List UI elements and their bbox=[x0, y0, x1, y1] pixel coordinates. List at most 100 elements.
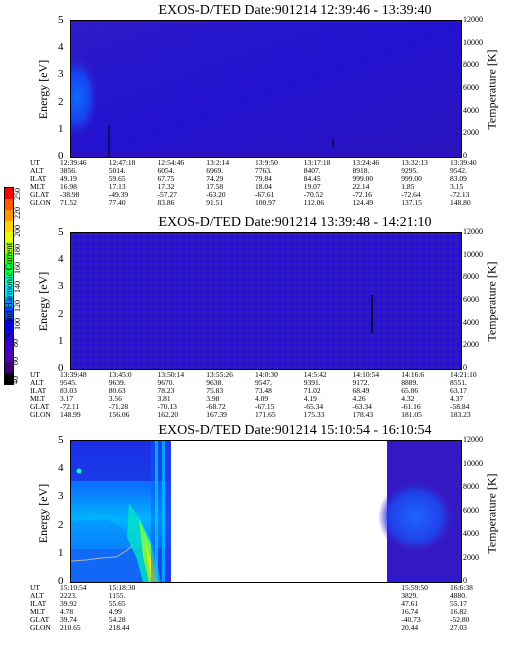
y2-tick-label: 8000 bbox=[463, 60, 479, 70]
ephemeris-cell: 171.65 bbox=[255, 410, 276, 419]
ephemeris-cell: 2223. bbox=[60, 591, 77, 600]
ephemeris-cell: -68.72 bbox=[206, 402, 226, 411]
ephemeris-cell: 3.81 bbox=[157, 394, 171, 403]
ephemeris-row-label: GLAT bbox=[30, 190, 50, 199]
y2-tick-label: 6000 bbox=[463, 295, 479, 304]
spectrogram-plot bbox=[70, 232, 462, 370]
ephemeris-cell: 167.39 bbox=[206, 410, 227, 419]
spectrogram-plot bbox=[70, 20, 462, 158]
colorbar-segment bbox=[5, 188, 13, 199]
y2-tick-label: 2000 bbox=[463, 552, 479, 562]
ephemeris-cell: 16.98 bbox=[60, 182, 77, 191]
ephemeris-cell: 75.83 bbox=[206, 386, 224, 395]
y2-tick-label: 10000 bbox=[463, 249, 483, 259]
ephemeris-cell: -70.13 bbox=[157, 402, 177, 411]
y-tick-label: 2 bbox=[58, 95, 64, 108]
y2-tick-label: 8000 bbox=[463, 272, 479, 282]
ephemeris-cell: 175.33 bbox=[303, 410, 325, 419]
ephemeris-cell: 3.15 bbox=[450, 182, 464, 191]
ephemeris-cell: 148.99 bbox=[60, 410, 81, 419]
ephemeris-cell: -40.73 bbox=[401, 615, 421, 624]
ephemeris-cell: 148.80 bbox=[450, 198, 471, 207]
ephemeris-cell: 1.85 bbox=[401, 182, 415, 191]
ephemeris-row-label: GLAT bbox=[30, 615, 50, 624]
ephemeris-cell: 55.17 bbox=[450, 599, 467, 608]
ephemeris-cell: 13:2:14 bbox=[206, 158, 230, 167]
ephemeris-cell: 12:39:46 bbox=[60, 158, 87, 167]
ephemeris-cell: 4.32 bbox=[401, 394, 415, 403]
ephemeris-cell: 65.86 bbox=[401, 386, 419, 395]
y-tick-label: 2 bbox=[58, 307, 64, 320]
colorbar-segment bbox=[5, 209, 13, 221]
ephemeris-cell: 39.74 bbox=[60, 615, 77, 624]
y2-tick-label: 4000 bbox=[463, 317, 479, 327]
ephemeris-cell: 4.78 bbox=[60, 607, 74, 616]
ephemeris-cell: 162.20 bbox=[157, 410, 179, 419]
ephemeris-cell: 13:24:46 bbox=[352, 158, 380, 167]
y2-tick-label: 12000 bbox=[463, 15, 483, 24]
ephemeris-cell: 71.52 bbox=[60, 198, 77, 207]
ephemeris-cell: 13:45:0 bbox=[108, 370, 132, 379]
ephemeris-cell: 13:17:18 bbox=[303, 158, 331, 167]
panel-title: EXOS-D/TED Date:901214 13:39:48 - 14:21:… bbox=[158, 215, 432, 230]
ephemeris-cell: 71.02 bbox=[303, 386, 321, 395]
ephemeris-cell: 156.06 bbox=[108, 410, 130, 419]
ephemeris-cell: 77.40 bbox=[108, 198, 126, 207]
ephemeris-row-label: UT bbox=[30, 583, 40, 592]
ephemeris-cell: 63.17 bbox=[450, 386, 467, 395]
ephemeris-row-label: GLON bbox=[30, 198, 51, 207]
y-axis-label: Energy [eV] bbox=[36, 483, 51, 544]
ephemeris-row-label: MLT bbox=[30, 182, 46, 191]
colorbar-segment bbox=[5, 329, 13, 341]
ephemeris-cell: 19.07 bbox=[303, 182, 321, 191]
ephemeris-cell: 12:47:18 bbox=[108, 158, 136, 167]
y-axis-label: Energy [eV] bbox=[36, 271, 51, 332]
panel-3: EXOS-D/TED Date:901214 15:10:54 - 16:10:… bbox=[0, 424, 505, 649]
ephemeris-cell: 17.13 bbox=[108, 182, 126, 191]
y2-axis-label: Temperature [K] bbox=[484, 49, 499, 130]
ephemeris-cell: 9639. bbox=[108, 378, 126, 387]
spectrogram-image bbox=[71, 233, 461, 369]
ephemeris-cell: 13:39:48 bbox=[60, 370, 87, 379]
ephemeris-cell: 9638. bbox=[206, 378, 224, 387]
ephemeris-cell: 6054. bbox=[157, 166, 175, 175]
ephemeris-cell: 9545. bbox=[60, 378, 77, 387]
y2-tick-label: 10000 bbox=[463, 458, 483, 468]
ephemeris-row-label: GLON bbox=[30, 623, 51, 632]
y2-tick-label: 2000 bbox=[463, 340, 479, 350]
ephemeris-cell: 73.48 bbox=[255, 386, 272, 395]
colorbar-segment bbox=[5, 307, 13, 319]
ephemeris-cell: 4.09 bbox=[255, 394, 269, 403]
y2-axis-label: Temperature [K] bbox=[484, 473, 499, 554]
y2-tick-label: 0 bbox=[463, 363, 467, 372]
ephemeris-cell: 13:32:13 bbox=[401, 158, 428, 167]
colorbar-segment bbox=[5, 351, 13, 362]
colorbar bbox=[4, 187, 14, 385]
ephemeris-cell: -63.34 bbox=[352, 402, 372, 411]
ephemeris-cell: -70.52 bbox=[303, 190, 324, 199]
colorbar-segment bbox=[5, 253, 13, 265]
ephemeris-cell: 47.61 bbox=[401, 599, 419, 608]
y-tick-label: 1 bbox=[58, 122, 64, 135]
colorbar-segment bbox=[5, 372, 13, 384]
ephemeris-cell: 17.32 bbox=[157, 182, 175, 191]
y2-tick-label: 12000 bbox=[463, 227, 483, 236]
ephemeris-cell: 13:9:50 bbox=[255, 158, 278, 167]
y-tick-label: 1 bbox=[58, 334, 64, 347]
ephemeris-cell: 84.45 bbox=[303, 174, 321, 183]
y2-tick-label: 12000 bbox=[463, 435, 483, 444]
y-tick-label: 3 bbox=[58, 280, 64, 293]
y2-tick-label: 6000 bbox=[463, 505, 479, 515]
ephemeris-cell: 9172. bbox=[352, 378, 370, 387]
y2-axis-label: Temperature [K] bbox=[484, 261, 499, 342]
ephemeris-row-label: MLT bbox=[30, 607, 46, 616]
y-tick-label: 0 bbox=[58, 362, 64, 374]
ephemeris-cell: -61.16 bbox=[401, 402, 421, 411]
ephemeris-row-label: GLAT bbox=[30, 402, 50, 411]
ephemeris-cell: 80.63 bbox=[108, 386, 126, 395]
ephemeris-cell: 54.28 bbox=[108, 615, 126, 624]
spectrogram-image bbox=[71, 441, 461, 582]
ephemeris-cell: 91.51 bbox=[206, 198, 224, 207]
ephemeris-row-label: UT bbox=[30, 158, 40, 167]
ephemeris-cell: 999.00 bbox=[401, 174, 422, 183]
